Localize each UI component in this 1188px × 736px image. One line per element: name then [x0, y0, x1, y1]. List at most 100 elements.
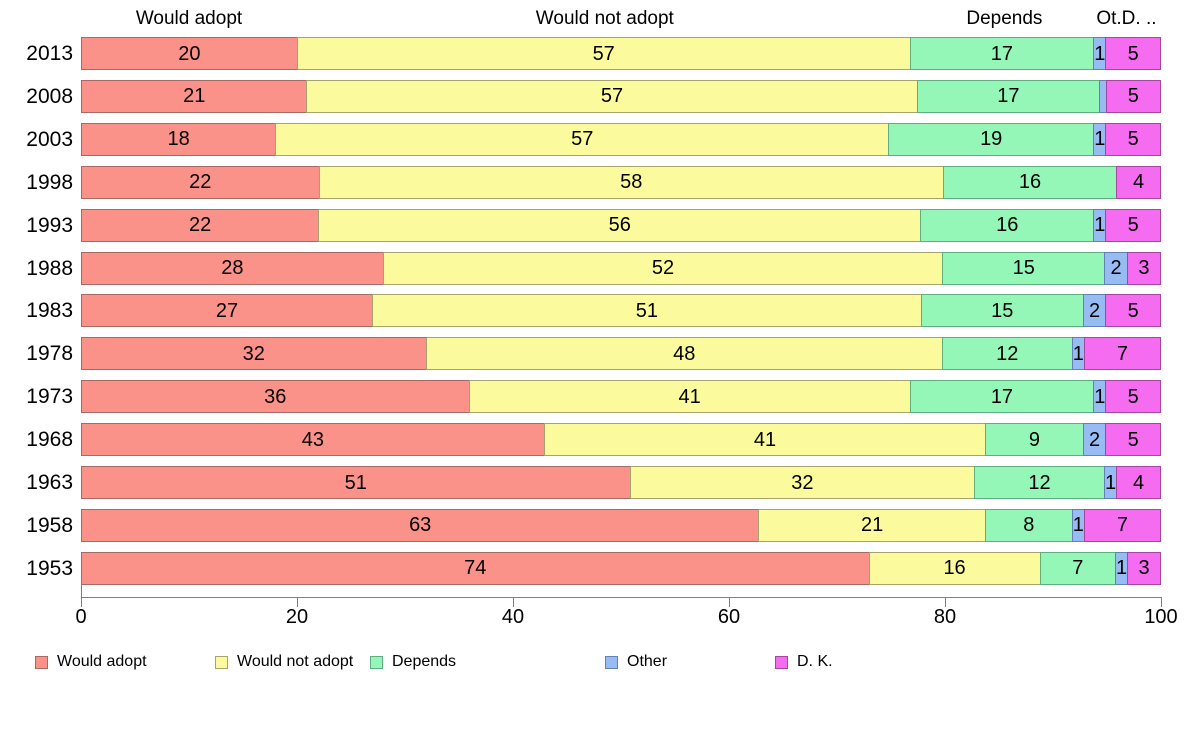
- x-axis-tick-label: 100: [1144, 606, 1178, 628]
- bar-segment: 51: [371, 294, 922, 328]
- legend-swatch: [215, 655, 228, 669]
- x-axis-tick: [729, 597, 730, 607]
- bar-segment: 8: [984, 508, 1073, 542]
- legend-label: D. K.: [797, 653, 833, 670]
- bar-segment: 2: [1104, 251, 1128, 285]
- legend-item: Depends: [370, 654, 456, 670]
- bar-segment: 5: [1105, 79, 1162, 113]
- bar-segment: 18: [81, 122, 277, 156]
- legend-swatch: [35, 655, 48, 669]
- bar-segment: 52: [382, 251, 944, 285]
- year-label: 1983: [26, 299, 73, 323]
- year-label: 1978: [26, 342, 73, 366]
- stacked-bar: 22 58 16 4: [81, 165, 1161, 199]
- bar-row: 1968 43 41 9 2 5: [0, 423, 1188, 457]
- bar-segment-label: 17: [990, 42, 1014, 65]
- year-label: 1968: [26, 428, 73, 452]
- bar-segment: 7: [1083, 508, 1161, 542]
- bar-segment: 12: [974, 466, 1105, 499]
- bar-segment-label: 5: [1127, 128, 1139, 151]
- bar-segment-label: 43: [301, 428, 325, 451]
- bar-segment: 51: [81, 466, 631, 499]
- stacked-bar: 27 51 15 2 5: [81, 294, 1161, 328]
- bar-segment-label: 19: [980, 128, 1003, 151]
- bar-segment: 16: [943, 165, 1117, 199]
- bar-segment: 28: [81, 251, 384, 285]
- bar-segment: 5: [1105, 423, 1161, 457]
- bar-segment-label: 12: [996, 342, 1019, 365]
- bar-segment: 7: [1039, 551, 1116, 585]
- bar-segment-label: 1: [1094, 385, 1106, 408]
- bar-segment: 63: [81, 508, 760, 542]
- x-axis-tick-label: 60: [717, 606, 741, 628]
- bar-segment-label: 15: [1012, 257, 1035, 279]
- bar-row: 2003 18 57 19 1 5: [0, 122, 1188, 156]
- legend-label: Depends: [392, 653, 457, 670]
- year-label: 1988: [26, 256, 73, 280]
- stacked-bar: 21 57 17 5: [81, 79, 1162, 113]
- bar-segment: 5: [1105, 294, 1161, 328]
- bar-segment-label: 16: [996, 214, 1019, 237]
- bar-segment-label: 17: [997, 85, 1020, 108]
- x-axis-tick: [945, 597, 946, 607]
- bar-segment-label: 12: [1028, 471, 1051, 494]
- bar-segment-label: 5: [1127, 299, 1139, 322]
- bar-segment: 16: [868, 551, 1041, 585]
- bar-segment: 15: [920, 294, 1084, 328]
- x-axis-start-riser: [81, 583, 82, 597]
- year-label: 1963: [26, 471, 73, 494]
- bar-segment: 22: [81, 208, 320, 242]
- bar-segment: 41: [543, 423, 987, 457]
- legend-label: Would not adopt: [237, 653, 354, 670]
- bar-row: 1978 32 48 12 1 7: [0, 337, 1188, 371]
- x-axis-tick: [513, 597, 514, 607]
- bar-segment: 19: [888, 122, 1095, 156]
- bar-row: 1988 28 52 15 2 3: [0, 251, 1188, 285]
- bar-segment: 5: [1105, 380, 1162, 414]
- bar-row: 1963 51 32 12 1 4: [0, 466, 1188, 499]
- year-label: 1998: [26, 170, 73, 194]
- column-header: Would not adopt: [535, 8, 674, 29]
- bar-segment-label: 41: [678, 385, 701, 408]
- bar-segment-label: 8: [1023, 514, 1035, 537]
- bar-segment: 32: [81, 337, 427, 371]
- bar-segment: 48: [425, 337, 943, 371]
- bar-segment-label: 1: [1094, 214, 1106, 237]
- year-label: 1973: [26, 385, 73, 409]
- bar-segment: 17: [909, 380, 1095, 414]
- bar-segment-label: 7: [1116, 514, 1128, 537]
- bar-segment-label: 5: [1127, 42, 1139, 65]
- bar-segment-label: 58: [620, 171, 643, 194]
- bar-segment-label: 22: [188, 214, 212, 237]
- bar-row: 1958 63 21 8 1 7: [0, 508, 1188, 542]
- bar-segment-label: 21: [183, 85, 206, 108]
- bar-segment-label: 36: [264, 385, 287, 408]
- bar-segment-label: 1: [1116, 557, 1128, 580]
- bar-segment-label: 7: [1072, 557, 1084, 580]
- legend-item: D. K.: [775, 654, 833, 670]
- bar-segment-label: 57: [592, 42, 615, 65]
- x-axis-tick-label: 20: [285, 606, 309, 628]
- bar-segment: 1: [1093, 380, 1107, 414]
- stacked-bar: 32 48 12 1 7: [81, 337, 1161, 371]
- bar-segment-label: 22: [189, 171, 212, 194]
- x-axis-tick-label: 80: [933, 606, 957, 628]
- bar-segment-label: 5: [1127, 428, 1139, 451]
- bar-segment: 41: [468, 380, 911, 414]
- bar-segment-label: 32: [791, 471, 814, 494]
- bar-segment: 27: [81, 294, 373, 328]
- bar-segment-label: 57: [571, 128, 594, 151]
- bar-segment: 9: [985, 423, 1084, 457]
- stacked-bar: 51 32 12 1 4: [81, 466, 1161, 499]
- bar-row: 1998 22 58 16 4: [0, 165, 1188, 199]
- bar-segment: 5: [1105, 208, 1161, 242]
- bar-row: 2013 20 57 17 1 5: [0, 37, 1188, 70]
- year-label: 1953: [26, 556, 73, 580]
- bar-segment-label: 51: [635, 299, 658, 322]
- legend-label: Would adopt: [57, 653, 147, 670]
- column-header: Would adopt: [135, 8, 243, 29]
- column-header: Depends: [966, 8, 1043, 29]
- bar-segment: 5: [1105, 37, 1161, 70]
- bar-segment-label: 1: [1104, 471, 1117, 494]
- legend-item: Would not adopt: [215, 654, 353, 670]
